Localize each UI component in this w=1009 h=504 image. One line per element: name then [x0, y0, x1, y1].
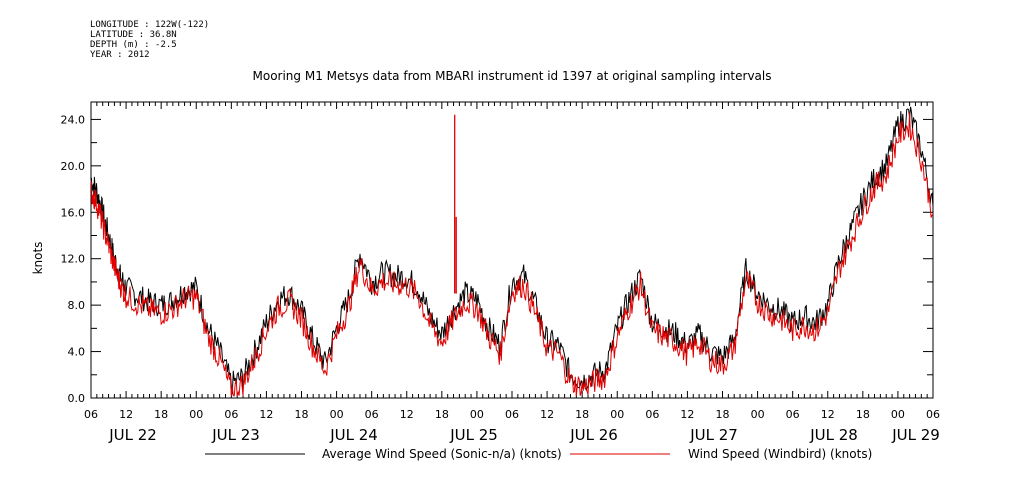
- series-average-wind-line: [90, 106, 934, 395]
- x-tick-label: 06: [926, 408, 940, 421]
- y-tick-label: 12.0: [61, 253, 86, 266]
- x-tick-labels: 06 12 18 00 06 12 18 00 06 12 18 00 06 12 18 00 06 12 18 00…: [84, 408, 940, 421]
- meta-year: YEAR : 2012: [90, 50, 150, 60]
- x-tick-label: 18: [856, 408, 870, 421]
- meta-latitude: LATITUDE : 36.8N: [90, 30, 177, 40]
- x-tick-label: 18: [154, 408, 168, 421]
- x-tick-label: 00: [470, 408, 484, 421]
- day-label: JUL 24: [329, 426, 378, 444]
- y-tick-labels: 0.0 4.0 8.0 12.0 16.0 20.0 24.0: [61, 113, 86, 405]
- day-label: JUL 26: [569, 426, 618, 444]
- y-tick-label: 16.0: [61, 206, 86, 219]
- x-tick-label: 00: [610, 408, 624, 421]
- x-tick-label: 00: [891, 408, 905, 421]
- day-label: JUL 23: [211, 426, 260, 444]
- x-tick-label: 12: [540, 408, 554, 421]
- x-tick-label: 12: [680, 408, 694, 421]
- x-tick-label: 18: [435, 408, 449, 421]
- chart-title: Mooring M1 Metsys data from MBARI instru…: [253, 69, 772, 83]
- x-tick-label: 00: [189, 408, 203, 421]
- x-tick-label: 12: [400, 408, 414, 421]
- x-tick-label: 18: [295, 408, 309, 421]
- plot-frame: [90, 101, 934, 399]
- x-tick-label: 06: [505, 408, 519, 421]
- meta-depth: DEPTH (m) : -2.5: [90, 40, 177, 50]
- y-tick-label: 4.0: [68, 346, 86, 359]
- axis-ticks: [90, 102, 934, 399]
- x-tick-label: 00: [330, 408, 344, 421]
- legend-label-average-wind: Average Wind Speed (Sonic-n/a) (knots): [322, 447, 562, 461]
- x-tick-label: 12: [259, 408, 273, 421]
- x-tick-label: 00: [751, 408, 765, 421]
- x-tick-label: 18: [716, 408, 730, 421]
- metadata-block: LONGITUDE : 122W(-122) LATITUDE : 36.8N …: [90, 20, 209, 60]
- y-tick-label: 8.0: [68, 299, 86, 312]
- day-label: JUL 27: [689, 426, 738, 444]
- legend-label-windbird: Wind Speed (Windbird) (knots): [688, 447, 872, 461]
- y-tick-label: 24.0: [61, 113, 86, 126]
- x-tick-label: 06: [786, 408, 800, 421]
- day-label: JUL 28: [809, 426, 858, 444]
- legend: Average Wind Speed (Sonic-n/a) (knots) W…: [205, 447, 872, 461]
- series-lines: [90, 106, 934, 397]
- x-tick-label: 12: [821, 408, 835, 421]
- x-tick-label: 06: [365, 408, 379, 421]
- x-tick-label: 06: [645, 408, 659, 421]
- y-tick-label: 20.0: [61, 160, 86, 173]
- y-axis-label: knots: [31, 242, 45, 275]
- day-label: JUL 22: [108, 426, 157, 444]
- x-tick-label: 18: [575, 408, 589, 421]
- series-windbird-line: [90, 112, 934, 397]
- day-label: JUL 29: [891, 426, 940, 444]
- meta-longitude: LONGITUDE : 122W(-122): [90, 20, 210, 30]
- x-tick-label: 12: [119, 408, 133, 421]
- x-tick-label: 06: [224, 408, 238, 421]
- x-tick-label: 06: [84, 408, 98, 421]
- day-labels: JUL 22 JUL 23 JUL 24 JUL 25 JUL 26 JUL 27 JUL …: [108, 426, 940, 444]
- y-tick-label: 0.0: [68, 392, 86, 405]
- day-label: JUL 25: [449, 426, 498, 444]
